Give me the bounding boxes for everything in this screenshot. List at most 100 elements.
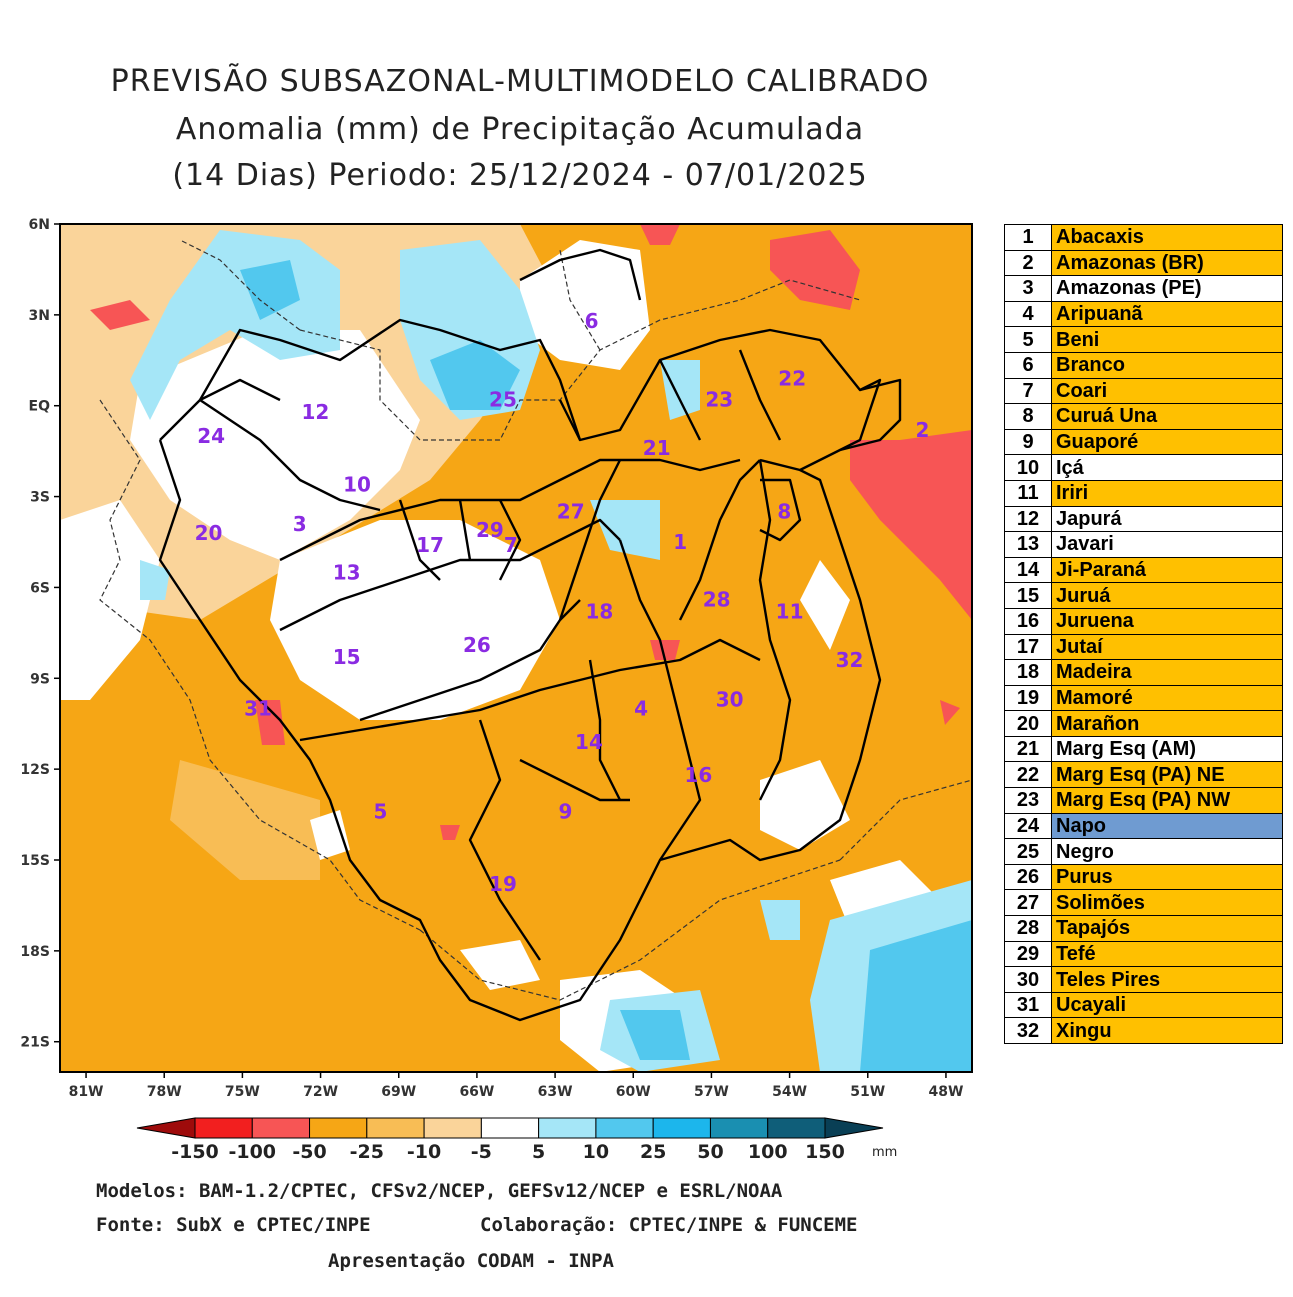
lon-label: 48W <box>928 1084 963 1100</box>
country-borders <box>99 239 972 1001</box>
legend-number: 28 <box>1004 915 1052 942</box>
basin-label: 21 <box>643 436 671 460</box>
legend-number: 24 <box>1004 812 1052 840</box>
basin-label: 8 <box>777 500 791 524</box>
legend-number: 11 <box>1004 479 1052 507</box>
legend-number: 32 <box>1004 1017 1052 1044</box>
lat-label: 21S <box>20 1035 50 1051</box>
legend-row: 18 Madeira <box>1004 659 1283 686</box>
legend-row: 5 Beni <box>1004 326 1283 353</box>
legend-basin-name: Tefé <box>1051 940 1283 968</box>
basin-label: 6 <box>585 309 599 333</box>
lat-label: 15S <box>20 853 50 869</box>
basin-label: 19 <box>489 872 517 896</box>
legend-number: 15 <box>1004 582 1052 609</box>
legend-row: 29 Tefé <box>1004 940 1283 968</box>
lat-label: 3N <box>29 308 50 324</box>
legend-row: 12 Japurá <box>1004 505 1283 533</box>
lat-label: 18S <box>20 944 50 960</box>
basin-label: 30 <box>716 687 744 711</box>
legend-basin-name: Teles Pires <box>1051 966 1283 993</box>
title-line-2: Anomalia (mm) de Precipitação Acumulada <box>175 112 865 147</box>
colorbar-label: -150 <box>171 1141 219 1163</box>
legend-basin-name: Ucayali <box>1051 991 1283 1019</box>
legend-number: 31 <box>1004 991 1052 1019</box>
colorbar-label: 100 <box>748 1141 788 1163</box>
legend-row: 8 Curuá Una <box>1004 403 1283 430</box>
latitude-axis: 6N 3N EQ 3S 6S 9S 12S 15S 18S 21S <box>20 217 60 1051</box>
basin-boundaries <box>158 248 902 1022</box>
basin-label: 22 <box>778 366 806 390</box>
lat-label: 6N <box>29 217 50 233</box>
legend-row: 31 Ucayali <box>1004 991 1283 1019</box>
colorbar-bin <box>423 1117 482 1139</box>
basin-label: 15 <box>333 645 361 669</box>
legend-basin-name: Jutaí <box>1051 633 1283 661</box>
colorbar-bin <box>366 1117 425 1139</box>
colorbar-bin <box>652 1117 711 1139</box>
legend-basin-name: Aripuanã <box>1051 300 1283 328</box>
legend-number: 20 <box>1004 710 1052 737</box>
lon-label: 66W <box>459 1084 494 1100</box>
basin-number-labels: 1234567891011121314151617181920212223242… <box>195 309 930 896</box>
legend-row: 32 Xingu <box>1004 1017 1283 1044</box>
basin-label: 5 <box>374 800 388 824</box>
colorbar-bin <box>595 1117 654 1139</box>
legend-row: 19 Mamoré <box>1004 684 1283 712</box>
basin-label: 28 <box>703 588 731 612</box>
legend-row: 13 Javari <box>1004 531 1283 558</box>
legend-number: 29 <box>1004 940 1052 968</box>
legend-basin-name: Marañon <box>1051 710 1283 737</box>
legend-number: 8 <box>1004 403 1052 430</box>
legend-row: 26 Purus <box>1004 863 1283 891</box>
legend-basin-name: Juruena <box>1051 607 1283 635</box>
legend-row: 9 Guaporé <box>1004 428 1283 456</box>
colorbar-label: -25 <box>350 1141 384 1163</box>
colorbar: -150 -100 -50 -25 -10 -5 5 10 25 50 100 150 <box>136 1117 884 1163</box>
legend-basin-name: Negro <box>1051 838 1283 865</box>
basin-legend-table: 1 Abacaxis 2 Amazonas (BR) 3 Amazonas (PE) 4 Ar… <box>1004 224 1283 1044</box>
basin-label: 10 <box>343 472 371 496</box>
basin-label: 24 <box>197 424 225 448</box>
basin-label: 16 <box>684 763 712 787</box>
legend-row: 20 Marañon <box>1004 710 1283 737</box>
legend-row: 7 Coari <box>1004 377 1283 405</box>
basin-label: 20 <box>195 521 223 545</box>
longitude-axis: 81W 78W 75W 72W 69W 66W 63W 60W 57W 54W 51W 48W <box>69 1072 963 1100</box>
legend-row: 10 Içá <box>1004 454 1283 481</box>
colorbar-label: 150 <box>805 1141 845 1163</box>
legend-row: 2 Amazonas (BR) <box>1004 249 1283 277</box>
lon-label: 51W <box>850 1084 885 1100</box>
legend-row: 22 Marg Esq (PA) NE <box>1004 761 1283 789</box>
legend-number: 9 <box>1004 428 1052 456</box>
basin-label: 13 <box>333 560 361 584</box>
anomaly-field <box>60 224 972 1072</box>
legend-row: 14 Ji-Paraná <box>1004 556 1283 584</box>
basin-label: 29 <box>476 518 504 542</box>
legend-number: 1 <box>1004 224 1052 251</box>
lon-label: 69W <box>381 1084 416 1100</box>
colorbar-label: -100 <box>228 1141 276 1163</box>
basin-label: 7 <box>504 533 518 557</box>
legend-number: 19 <box>1004 684 1052 712</box>
lon-label: 60W <box>616 1084 651 1100</box>
legend-row: 11 Iriri <box>1004 479 1283 507</box>
legend-basin-name: Ji-Paraná <box>1051 556 1283 584</box>
colorbar-bin <box>767 1117 826 1139</box>
legend-row: 23 Marg Esq (PA) NW <box>1004 787 1283 814</box>
legend-basin-name: Beni <box>1051 326 1283 353</box>
lon-label: 75W <box>225 1084 260 1100</box>
legend-basin-name: Abacaxis <box>1051 224 1283 251</box>
legend-basin-name: Napo <box>1051 812 1283 840</box>
legend-row: 21 Marg Esq (AM) <box>1004 735 1283 763</box>
legend-number: 6 <box>1004 351 1052 379</box>
lon-label: 57W <box>694 1084 729 1100</box>
colorbar-bin <box>709 1117 769 1139</box>
basin-label: 2 <box>916 418 930 442</box>
legend-number: 18 <box>1004 659 1052 686</box>
lon-label: 72W <box>303 1084 338 1100</box>
colorbar-label: -10 <box>407 1141 441 1163</box>
legend-row: 28 Tapajós <box>1004 915 1283 942</box>
legend-row: 17 Jutaí <box>1004 633 1283 661</box>
legend-basin-name: Coari <box>1051 377 1283 405</box>
